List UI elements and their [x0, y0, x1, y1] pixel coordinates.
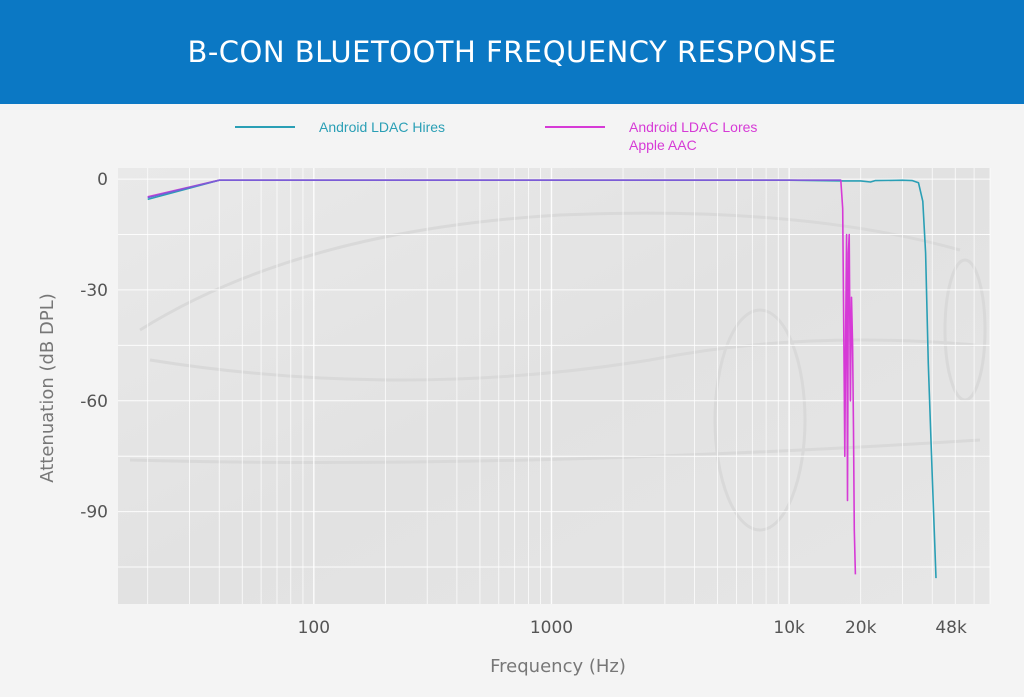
x-axis-title: Frequency (Hz) — [490, 656, 626, 677]
x-tick-labels: 100 1000 10k 20k 48k — [298, 618, 967, 638]
y-tick-label: -60 — [80, 392, 108, 412]
legend-swatch-hires — [235, 126, 295, 128]
legend-item-hires: Android LDAC Hires — [235, 118, 445, 136]
legend-label-lores: Android LDAC Lores — [629, 119, 758, 135]
y-tick-label: -30 — [80, 281, 108, 301]
legend-label-aac: Apple AAC — [629, 137, 697, 153]
legend-item-lores: Android LDAC Lores Apple AAC — [545, 118, 757, 154]
y-tick-labels: 0 -30 -60 -90 — [80, 170, 108, 523]
series-lines — [147, 179, 937, 579]
x-tick-label: 100 — [298, 618, 330, 638]
x-tick-label: 48k — [935, 618, 967, 638]
y-tick-label: 0 — [97, 170, 108, 190]
legend-swatch-lores — [545, 126, 605, 128]
y-axis-title: Attenuation (dB DPL) — [37, 293, 58, 483]
x-tick-label: 1000 — [530, 618, 573, 638]
x-tick-label: 20k — [845, 618, 877, 638]
legend-label-hires: Android LDAC Hires — [319, 119, 446, 135]
chart-title: B-CON BLUETOOTH FREQUENCY RESPONSE — [187, 35, 837, 69]
x-tick-label: 10k — [773, 618, 805, 638]
y-tick-label: -90 — [80, 503, 108, 523]
series-line-2 — [147, 179, 841, 199]
title-banner: B-CON BLUETOOTH FREQUENCY RESPONSE — [0, 0, 1024, 104]
background-car-illustration — [129, 211, 987, 532]
grid-lines — [118, 168, 991, 604]
plot-background — [118, 168, 990, 604]
